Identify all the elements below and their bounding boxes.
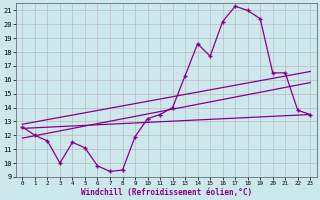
X-axis label: Windchill (Refroidissement éolien,°C): Windchill (Refroidissement éolien,°C) [81,188,252,197]
